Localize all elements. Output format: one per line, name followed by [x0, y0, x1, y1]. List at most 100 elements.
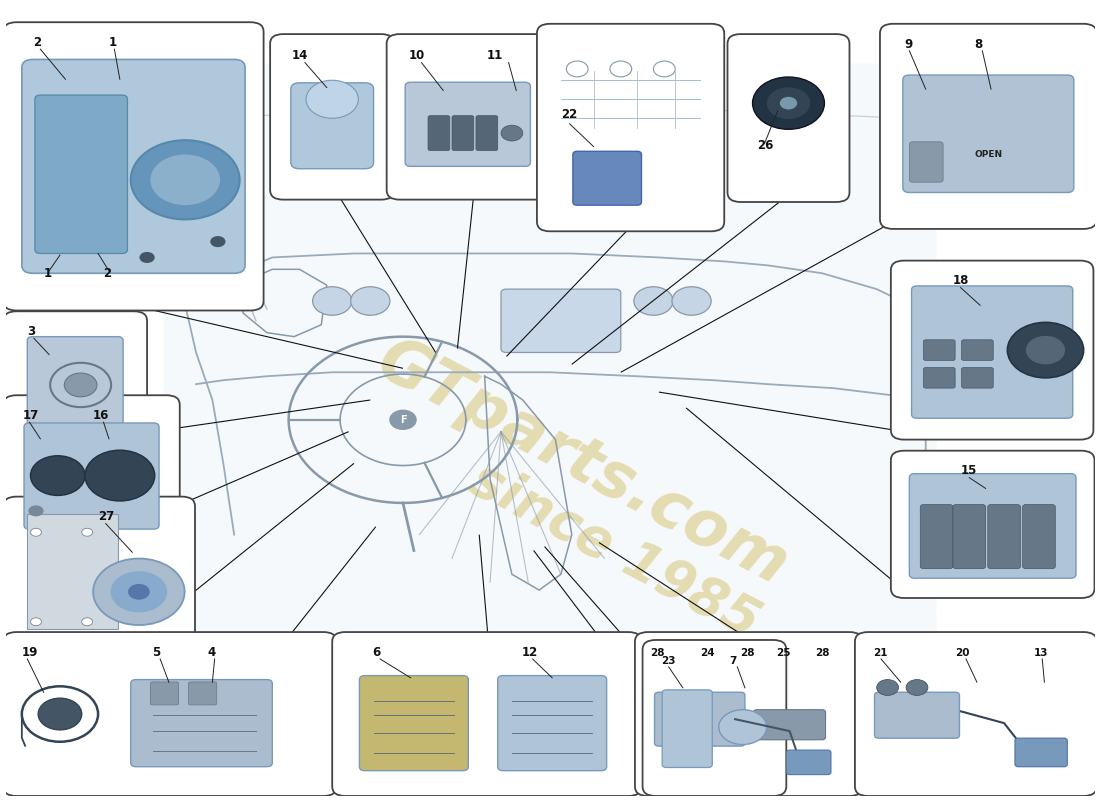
FancyBboxPatch shape — [35, 95, 128, 254]
FancyBboxPatch shape — [642, 640, 786, 796]
Text: 20: 20 — [955, 648, 969, 658]
Text: 27: 27 — [98, 510, 114, 523]
FancyBboxPatch shape — [891, 450, 1094, 598]
FancyBboxPatch shape — [497, 676, 606, 770]
Text: 11: 11 — [487, 50, 503, 62]
FancyBboxPatch shape — [3, 311, 147, 450]
FancyBboxPatch shape — [910, 474, 1076, 578]
Circle shape — [1026, 336, 1065, 364]
Circle shape — [31, 618, 42, 626]
Circle shape — [151, 154, 220, 205]
Circle shape — [634, 286, 673, 315]
FancyBboxPatch shape — [855, 632, 1097, 796]
FancyBboxPatch shape — [953, 505, 986, 569]
Text: 7: 7 — [729, 656, 737, 666]
FancyBboxPatch shape — [3, 632, 337, 796]
FancyBboxPatch shape — [271, 34, 394, 200]
Circle shape — [64, 373, 97, 397]
Text: 1: 1 — [109, 36, 117, 49]
FancyBboxPatch shape — [290, 83, 374, 169]
Circle shape — [906, 679, 928, 695]
FancyBboxPatch shape — [988, 505, 1021, 569]
Text: 14: 14 — [292, 50, 308, 62]
Text: 22: 22 — [561, 108, 578, 121]
Text: 26: 26 — [757, 139, 773, 152]
FancyBboxPatch shape — [1015, 738, 1067, 766]
FancyBboxPatch shape — [912, 286, 1072, 418]
FancyBboxPatch shape — [727, 34, 849, 202]
Circle shape — [131, 140, 240, 219]
Text: 19: 19 — [22, 646, 38, 659]
Text: 28: 28 — [650, 648, 664, 658]
Text: 8: 8 — [975, 38, 983, 50]
Circle shape — [31, 456, 85, 495]
Text: 24: 24 — [701, 648, 715, 658]
FancyBboxPatch shape — [880, 24, 1097, 229]
Text: 2: 2 — [103, 267, 111, 280]
Text: 13: 13 — [1034, 648, 1048, 658]
Text: 21: 21 — [873, 648, 888, 658]
Text: 25: 25 — [777, 648, 791, 658]
FancyBboxPatch shape — [28, 337, 123, 430]
Text: F: F — [399, 414, 406, 425]
Circle shape — [672, 286, 712, 315]
FancyBboxPatch shape — [131, 679, 273, 766]
FancyBboxPatch shape — [28, 514, 118, 629]
FancyBboxPatch shape — [3, 497, 195, 680]
FancyBboxPatch shape — [537, 24, 724, 231]
Circle shape — [94, 558, 185, 625]
Circle shape — [351, 286, 389, 315]
FancyBboxPatch shape — [786, 750, 830, 774]
Circle shape — [85, 450, 155, 501]
Text: 23: 23 — [661, 656, 675, 666]
FancyBboxPatch shape — [1023, 505, 1055, 569]
Text: 28: 28 — [740, 648, 755, 658]
Text: 17: 17 — [23, 409, 40, 422]
Circle shape — [81, 528, 92, 536]
Circle shape — [306, 80, 359, 118]
FancyBboxPatch shape — [662, 690, 713, 767]
FancyBboxPatch shape — [754, 710, 825, 740]
FancyBboxPatch shape — [891, 261, 1093, 439]
Text: 12: 12 — [521, 646, 538, 659]
Text: 10: 10 — [408, 50, 425, 62]
FancyBboxPatch shape — [476, 116, 497, 150]
Circle shape — [1008, 322, 1084, 378]
Circle shape — [128, 584, 150, 600]
Circle shape — [111, 571, 167, 612]
Circle shape — [877, 679, 899, 695]
Text: 3: 3 — [28, 325, 35, 338]
Circle shape — [780, 97, 798, 110]
FancyBboxPatch shape — [164, 63, 936, 737]
Text: 1: 1 — [44, 267, 52, 280]
FancyBboxPatch shape — [3, 395, 179, 550]
Text: 6: 6 — [373, 646, 381, 659]
FancyBboxPatch shape — [874, 692, 959, 738]
Circle shape — [31, 528, 42, 536]
FancyBboxPatch shape — [903, 75, 1074, 193]
FancyBboxPatch shape — [924, 367, 955, 388]
FancyBboxPatch shape — [360, 676, 469, 770]
FancyBboxPatch shape — [961, 340, 993, 360]
Text: OPEN: OPEN — [975, 150, 1002, 158]
Text: 15: 15 — [960, 465, 977, 478]
Circle shape — [140, 252, 155, 263]
FancyBboxPatch shape — [910, 142, 943, 182]
Circle shape — [767, 87, 811, 119]
FancyBboxPatch shape — [428, 116, 450, 150]
Circle shape — [718, 710, 767, 745]
Text: 28: 28 — [815, 648, 829, 658]
Circle shape — [500, 125, 522, 141]
FancyBboxPatch shape — [332, 632, 641, 796]
FancyBboxPatch shape — [921, 505, 953, 569]
Circle shape — [39, 698, 81, 730]
FancyBboxPatch shape — [654, 692, 745, 746]
FancyBboxPatch shape — [452, 116, 474, 150]
FancyBboxPatch shape — [961, 367, 993, 388]
FancyBboxPatch shape — [188, 682, 217, 705]
FancyBboxPatch shape — [22, 59, 245, 274]
FancyBboxPatch shape — [635, 632, 862, 796]
Text: 2: 2 — [33, 36, 41, 49]
Circle shape — [29, 506, 44, 517]
Circle shape — [389, 410, 416, 430]
